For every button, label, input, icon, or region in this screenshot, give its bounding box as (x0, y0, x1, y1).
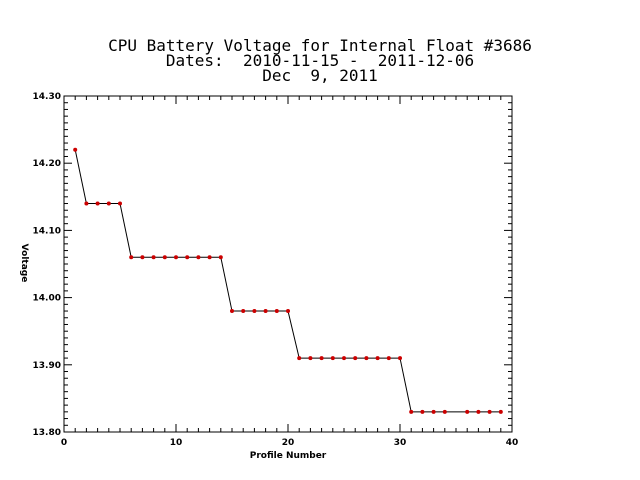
data-point (442, 409, 447, 414)
series-line (74, 149, 501, 413)
data-series (73, 147, 503, 414)
data-point (330, 356, 335, 361)
data-point (398, 356, 402, 361)
x-tick-label: 10 (170, 438, 183, 448)
x-tick-label: 30 (394, 438, 407, 448)
axis-tick-labels: 0 10 20 30 40 13.80 13.90 14.00 14.10 14.20 14.30 (33, 92, 519, 448)
data-point (174, 255, 178, 260)
data-point (487, 409, 492, 414)
data-point (207, 255, 212, 260)
data-point (241, 309, 246, 314)
data-point (162, 255, 167, 260)
y-tick-label: 14.20 (33, 159, 61, 169)
plot-frame (63, 95, 513, 433)
data-point (185, 255, 190, 260)
data-point (140, 255, 145, 260)
data-point (151, 255, 156, 260)
chart-title-line-2: Dates: 2010-11-15 - 2011-12-06 (165, 51, 475, 70)
data-point (73, 147, 78, 152)
data-point (476, 409, 481, 414)
data-point (308, 356, 313, 361)
data-point (84, 201, 89, 206)
data-point (420, 409, 425, 414)
data-point (319, 356, 324, 361)
data-point (465, 409, 470, 414)
y-tick-label: 14.10 (33, 226, 61, 236)
chart-title-line-1: CPU Battery Voltage for Internal Float #… (108, 36, 532, 55)
x-tick-label: 0 (61, 438, 67, 448)
axis-ticks (63, 95, 513, 433)
y-axis-label: Voltage (19, 244, 29, 283)
data-point (498, 409, 503, 414)
x-axis-label: Profile Number (250, 451, 327, 461)
y-tick-label: 13.80 (33, 428, 61, 438)
chart-title-line-3: Dec 9, 2011 (262, 66, 378, 85)
y-tick-label: 14.00 (33, 294, 61, 304)
data-point (364, 356, 369, 361)
data-point (409, 409, 414, 414)
x-tick-label: 40 (506, 438, 519, 448)
data-point (106, 201, 111, 206)
data-point (286, 309, 290, 314)
data-point (353, 356, 358, 361)
data-point (252, 309, 257, 314)
y-tick-label: 13.90 (33, 361, 61, 371)
data-point (375, 356, 380, 361)
data-point (218, 255, 223, 260)
data-point (431, 409, 436, 414)
data-point (118, 201, 122, 206)
data-point (196, 255, 201, 260)
data-point (95, 201, 100, 206)
data-point (297, 356, 302, 361)
x-tick-label: 20 (282, 438, 295, 448)
data-point (263, 309, 268, 314)
data-point (129, 255, 134, 260)
data-point (386, 356, 391, 361)
data-point (274, 309, 279, 314)
y-tick-label: 14.30 (33, 92, 61, 102)
data-point (230, 309, 234, 314)
plot-axes (63, 95, 513, 433)
data-point (342, 356, 346, 361)
